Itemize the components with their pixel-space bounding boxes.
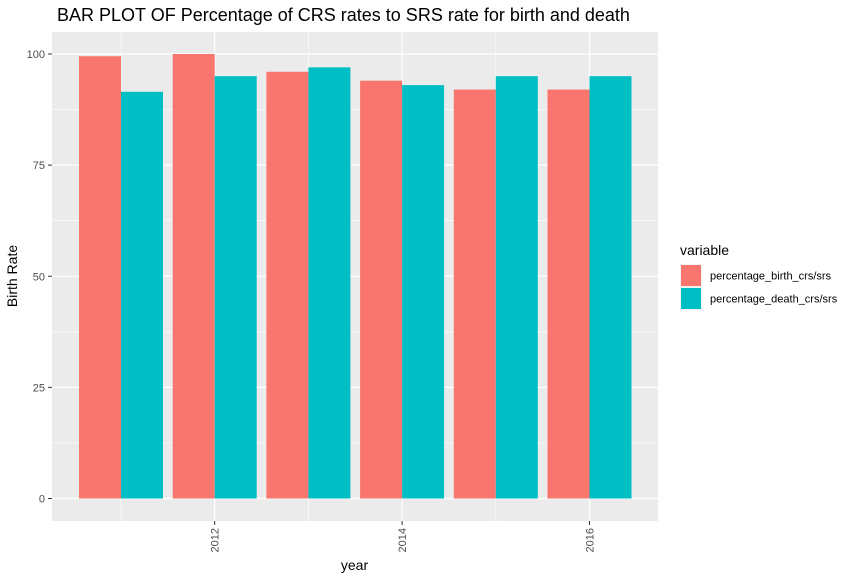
- bar-birth-2013: [266, 71, 309, 499]
- bar-birth-2014: [360, 80, 403, 499]
- chart-title: BAR PLOT OF Percentage of CRS rates to S…: [57, 5, 630, 25]
- bar-birth-2016: [547, 89, 590, 499]
- bar-birth-2015: [453, 89, 496, 499]
- legend-title: variable: [680, 242, 729, 258]
- x-tick-label: 2012: [210, 528, 222, 552]
- bar-death-2015: [495, 76, 538, 499]
- y-tick-label: 25: [33, 382, 45, 394]
- bar-death-2013: [308, 67, 351, 499]
- legend-key-swatch: [681, 265, 701, 286]
- y-axis-title: Birth Rate: [4, 245, 20, 307]
- legend-label: percentage_death_crs/srs: [710, 294, 838, 306]
- legend-label: percentage_birth_crs/srs: [710, 271, 832, 283]
- axes-group: 0 25 50 75 100 2012 2014 2016: [27, 49, 597, 552]
- bar-death-2014: [402, 85, 445, 499]
- y-tick-label: 100: [27, 49, 45, 61]
- y-tick-label: 0: [39, 494, 45, 506]
- y-tick-label: 75: [33, 160, 45, 172]
- x-tick-label: 2016: [585, 528, 597, 552]
- bar-birth-2011: [79, 56, 121, 499]
- bar-death-2011: [121, 91, 163, 499]
- bars-group: [79, 54, 632, 499]
- legend: variable percentage_birth_crs/srspercent…: [680, 242, 838, 310]
- bar-birth-2012: [172, 54, 215, 499]
- x-axis-title: year: [341, 557, 369, 573]
- x-tick-label: 2014: [397, 528, 409, 552]
- y-tick-label: 50: [33, 271, 45, 283]
- legend-key-swatch: [681, 288, 701, 309]
- bar-death-2012: [214, 76, 257, 499]
- bar-death-2016: [589, 76, 632, 499]
